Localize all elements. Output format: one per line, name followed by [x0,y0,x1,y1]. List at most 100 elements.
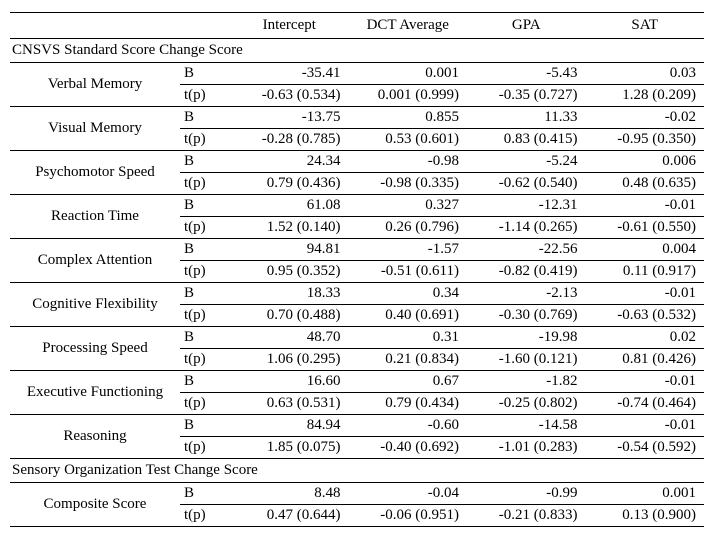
value-cell: 0.79 (0.436) [230,173,349,195]
value-cell: 0.004 [586,239,705,261]
value-cell: -1.60 (0.121) [467,349,586,371]
value-cell: -2.13 [467,283,586,305]
value-cell: 94.81 [230,239,349,261]
table-row: Reaction TimeB61.080.327-12.31-0.01 [10,195,704,217]
stat-label-tp: t(p) [180,305,230,327]
value-cell: 0.63 (0.531) [230,393,349,415]
value-cell: 0.13 (0.900) [586,505,705,527]
value-cell: -0.06 (0.951) [349,505,468,527]
col-dct: DCT Average [349,13,468,39]
value-cell: -0.63 (0.534) [230,85,349,107]
variable-name: Psychomotor Speed [10,151,180,195]
value-cell: -0.51 (0.611) [349,261,468,283]
stat-label-B: B [180,63,230,85]
value-cell: 18.33 [230,283,349,305]
header-blank-1 [10,13,180,39]
value-cell: 0.70 (0.488) [230,305,349,327]
stat-label-B: B [180,371,230,393]
value-cell: 11.33 [467,107,586,129]
value-cell: 1.85 (0.075) [230,437,349,459]
stat-label-B: B [180,283,230,305]
value-cell: -0.74 (0.464) [586,393,705,415]
value-cell: 24.34 [230,151,349,173]
value-cell: -0.54 (0.592) [586,437,705,459]
stat-label-B: B [180,327,230,349]
value-cell: 0.81 (0.426) [586,349,705,371]
col-sat: SAT [586,13,705,39]
value-cell: -0.01 [586,283,705,305]
value-cell: 0.855 [349,107,468,129]
value-cell: 0.001 [349,63,468,85]
section-title-row: CNSVS Standard Score Change Score [10,39,704,63]
stat-label-B: B [180,151,230,173]
variable-name: Processing Speed [10,327,180,371]
stat-label-B: B [180,415,230,437]
stat-label-B: B [180,107,230,129]
stat-label-tp: t(p) [180,173,230,195]
value-cell: -35.41 [230,63,349,85]
table-row: Processing SpeedB48.700.31-19.980.02 [10,327,704,349]
variable-name: Verbal Memory [10,63,180,107]
variable-name: Executive Functioning [10,371,180,415]
value-cell: 0.001 (0.999) [349,85,468,107]
value-cell: 8.48 [230,483,349,505]
variable-name: Reasoning [10,415,180,459]
value-cell: 0.327 [349,195,468,217]
value-cell: 1.28 (0.209) [586,85,705,107]
value-cell: -0.63 (0.532) [586,305,705,327]
value-cell: 0.34 [349,283,468,305]
stat-label-tp: t(p) [180,217,230,239]
value-cell: -13.75 [230,107,349,129]
table-row: Verbal MemoryB-35.410.001-5.430.03 [10,63,704,85]
value-cell: -0.61 (0.550) [586,217,705,239]
value-cell: -0.04 [349,483,468,505]
value-cell: -0.01 [586,415,705,437]
value-cell: 0.11 (0.917) [586,261,705,283]
value-cell: -0.28 (0.785) [230,129,349,151]
section-title: Sensory Organization Test Change Score [10,459,704,483]
value-cell: 0.21 (0.834) [349,349,468,371]
value-cell: 48.70 [230,327,349,349]
section-title-row: Sensory Organization Test Change Score [10,459,704,483]
value-cell: -0.30 (0.769) [467,305,586,327]
value-cell: -0.01 [586,371,705,393]
value-cell: -0.01 [586,195,705,217]
variable-name: Reaction Time [10,195,180,239]
value-cell: -5.43 [467,63,586,85]
regression-table: Intercept DCT Average GPA SAT CNSVS Stan… [10,12,704,527]
table-row: ReasoningB84.94-0.60-14.58-0.01 [10,415,704,437]
value-cell: -0.62 (0.540) [467,173,586,195]
stat-label-tp: t(p) [180,505,230,527]
table-row: Cognitive FlexibilityB18.330.34-2.13-0.0… [10,283,704,305]
stat-label-B: B [180,239,230,261]
value-cell: -0.35 (0.727) [467,85,586,107]
value-cell: -1.01 (0.283) [467,437,586,459]
stat-label-tp: t(p) [180,129,230,151]
value-cell: -0.21 (0.833) [467,505,586,527]
stat-label-tp: t(p) [180,393,230,415]
value-cell: -0.98 (0.335) [349,173,468,195]
value-cell: 0.95 (0.352) [230,261,349,283]
value-cell: 0.83 (0.415) [467,129,586,151]
value-cell: -19.98 [467,327,586,349]
value-cell: -0.98 [349,151,468,173]
value-cell: -0.25 (0.802) [467,393,586,415]
value-cell: 61.08 [230,195,349,217]
value-cell: 1.52 (0.140) [230,217,349,239]
value-cell: -5.24 [467,151,586,173]
value-cell: -12.31 [467,195,586,217]
stat-label-B: B [180,195,230,217]
value-cell: -0.99 [467,483,586,505]
col-intercept: Intercept [230,13,349,39]
value-cell: -1.57 [349,239,468,261]
value-cell: 0.31 [349,327,468,349]
table-row: Psychomotor SpeedB24.34-0.98-5.240.006 [10,151,704,173]
variable-name: Cognitive Flexibility [10,283,180,327]
value-cell: -14.58 [467,415,586,437]
table-row: Complex AttentionB94.81-1.57-22.560.004 [10,239,704,261]
stat-label-tp: t(p) [180,437,230,459]
value-cell: 0.48 (0.635) [586,173,705,195]
stat-label-tp: t(p) [180,349,230,371]
variable-name: Visual Memory [10,107,180,151]
header-blank-2 [180,13,230,39]
